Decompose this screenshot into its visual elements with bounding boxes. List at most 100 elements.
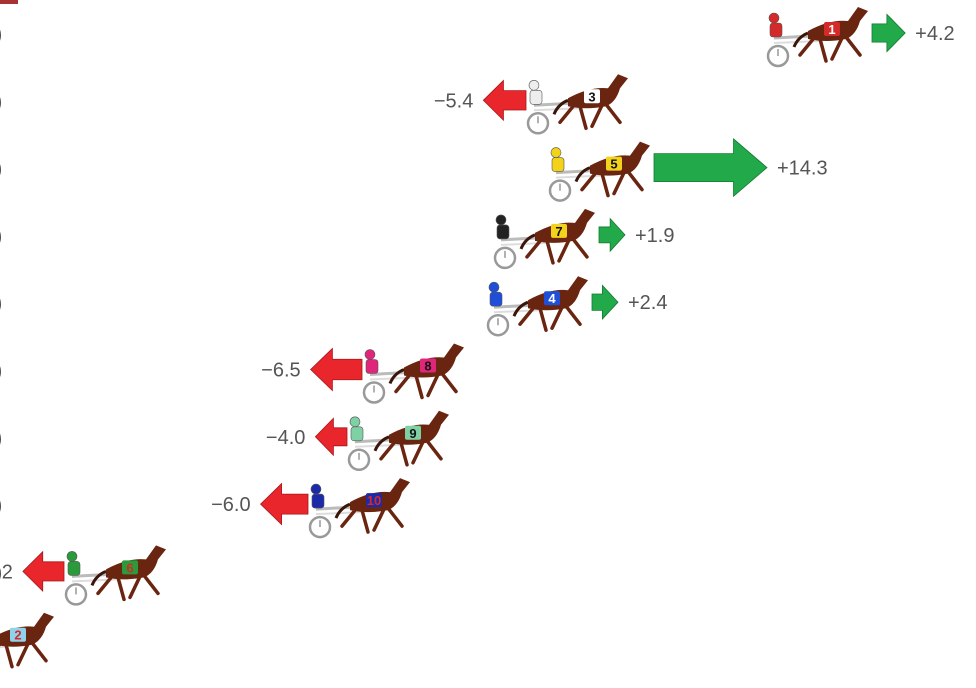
horse-body bbox=[0, 612, 54, 647]
row-horse-10: ) 10 −6.0 bbox=[0, 478, 410, 539]
driver-helmet bbox=[495, 214, 507, 226]
driver-jacket bbox=[529, 90, 543, 105]
driver-helmet bbox=[66, 551, 78, 562]
saddle-cloth bbox=[584, 89, 600, 104]
saddle-cloth bbox=[10, 627, 26, 642]
left-marker: ) bbox=[0, 290, 2, 315]
horse-leg bbox=[538, 306, 548, 332]
harness-horse-icon: 7 bbox=[493, 208, 595, 270]
driver-helmet bbox=[349, 416, 361, 428]
driver-jacket bbox=[551, 157, 565, 172]
horse-tail bbox=[519, 233, 536, 250]
horse-leg bbox=[558, 103, 576, 125]
delta-label: −5.4 bbox=[434, 90, 473, 112]
horse-leg bbox=[425, 439, 443, 461]
row-horse-2: )2−4.5 bbox=[0, 612, 54, 669]
horse-leg bbox=[411, 440, 425, 465]
saddle-cloth bbox=[551, 223, 567, 238]
delta-label: +1.9 bbox=[635, 225, 674, 247]
horse-leg bbox=[626, 169, 644, 192]
saddle-cloth bbox=[544, 291, 560, 306]
horse-tail bbox=[334, 502, 351, 519]
left-marker: ) bbox=[0, 559, 2, 584]
row-horse-3: ) 3 −5.4 bbox=[0, 74, 628, 135]
horse-leg bbox=[399, 441, 409, 467]
horse-number: 7 bbox=[555, 224, 562, 239]
delta-label: −4.0 bbox=[266, 427, 305, 449]
horse-number: 1 bbox=[828, 22, 835, 37]
driver-helmet bbox=[488, 281, 500, 293]
saddle-cloth bbox=[606, 156, 622, 171]
horse-leg bbox=[116, 575, 126, 602]
saddle-cloth bbox=[405, 425, 421, 440]
driver-jacket bbox=[350, 426, 364, 442]
row-horse-7: ) 7 +1.9 bbox=[0, 208, 674, 270]
left-marker: ) bbox=[0, 492, 2, 517]
horse-leg bbox=[142, 573, 160, 596]
horse-leg bbox=[386, 506, 404, 528]
harness-horse-icon: 1 bbox=[766, 7, 868, 68]
row-horse-4: ) 4 +2.4 bbox=[0, 276, 667, 337]
loss-arrow bbox=[260, 482, 309, 526]
left-marker: ) bbox=[0, 358, 2, 383]
horse-leg bbox=[830, 36, 844, 61]
horse-leg bbox=[30, 640, 48, 663]
horse-number: 4 bbox=[548, 291, 556, 306]
harness-horse-icon: 4 bbox=[486, 276, 588, 337]
driver-helmet bbox=[310, 483, 322, 495]
horse-leg bbox=[440, 371, 458, 394]
row-horse-1: ) 1 +4.2 bbox=[0, 7, 955, 68]
gain-arrow bbox=[653, 138, 768, 198]
horse-number: 5 bbox=[610, 157, 617, 172]
horse-leg bbox=[557, 238, 571, 263]
driver-helmet bbox=[768, 12, 780, 24]
row-horse-6: ) 6 −5.2 bbox=[0, 545, 166, 606]
horse-leg bbox=[525, 238, 543, 259]
horse-leg bbox=[612, 170, 626, 196]
harness-horse-icon: 10 bbox=[308, 478, 410, 539]
driver-jacket bbox=[769, 22, 783, 38]
horse-tail bbox=[90, 570, 107, 587]
saddle-cloth bbox=[824, 22, 840, 36]
loss-arrow bbox=[310, 347, 363, 392]
horse-number: 3 bbox=[588, 89, 595, 104]
delta-label: −5.2 bbox=[0, 561, 13, 583]
loss-arrow bbox=[22, 550, 65, 593]
gain-arrow bbox=[591, 284, 619, 321]
horse-leg bbox=[818, 37, 828, 63]
saddle-cloth bbox=[420, 358, 436, 373]
delta-label: +14.3 bbox=[777, 158, 828, 180]
horse-tail bbox=[512, 300, 529, 317]
corner-tab bbox=[0, 0, 18, 4]
left-marker: ) bbox=[0, 88, 2, 113]
horse-number: 10 bbox=[367, 493, 381, 508]
delta-label: −6.0 bbox=[211, 494, 250, 516]
horse-leg bbox=[545, 239, 555, 265]
harness-horse-icon: 6 bbox=[64, 545, 166, 606]
delta-label: +2.4 bbox=[628, 292, 667, 314]
horse-leg bbox=[798, 36, 816, 57]
horse-number: 6 bbox=[126, 560, 133, 575]
horse-leg bbox=[96, 574, 114, 596]
saddle-cloth bbox=[366, 493, 382, 508]
horse-leg bbox=[844, 35, 862, 57]
driver-helmet bbox=[528, 80, 540, 91]
harness-horse-icon: 3 bbox=[526, 74, 628, 135]
horse-leg bbox=[340, 507, 358, 528]
harness-horse-icon: 8 bbox=[362, 343, 464, 404]
horse-leg bbox=[16, 641, 30, 667]
horse-leg bbox=[578, 104, 588, 131]
horse-leg bbox=[600, 171, 610, 198]
saddle-cloth bbox=[122, 560, 138, 575]
horse-number: 2 bbox=[14, 628, 21, 643]
driver-jacket bbox=[311, 493, 325, 509]
horse-leg bbox=[571, 237, 589, 259]
left-marker: ) bbox=[0, 425, 2, 450]
harness-horse-icon: 5 bbox=[548, 141, 650, 202]
delta-label: −6.5 bbox=[261, 360, 300, 382]
horse-leg bbox=[414, 373, 424, 400]
horse-leg bbox=[550, 305, 564, 330]
harness-horse-icon: 9 bbox=[347, 410, 449, 472]
delta-label: +4.2 bbox=[915, 23, 954, 45]
horse-leg bbox=[360, 508, 370, 534]
